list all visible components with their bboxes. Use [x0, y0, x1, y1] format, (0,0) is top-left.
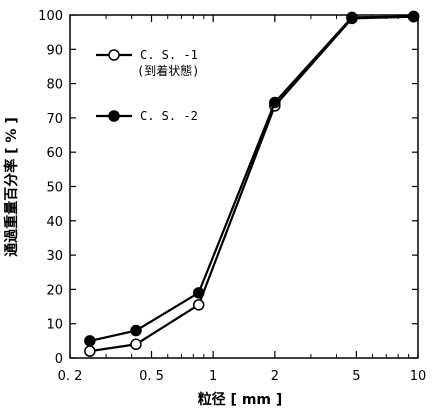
series-2-point [130, 324, 142, 337]
series-1-point [192, 299, 205, 311]
y-tick-label: 70 [46, 112, 63, 127]
legend-label-1b: (到着状態) [137, 63, 199, 78]
y-tick-label: 20 [46, 283, 63, 298]
series-2-point [84, 335, 96, 347]
x-tick-label: 10 [410, 369, 427, 384]
series-2-point [192, 287, 205, 299]
y-tick-label: 0 [55, 352, 63, 367]
y-tick-label: 30 [46, 249, 63, 264]
series-2-point [407, 10, 420, 23]
series-1-point [84, 345, 96, 357]
x-tick-label: 0. 5 [139, 369, 164, 384]
x-tick-label: 1 [209, 369, 217, 384]
y-axis-title: 通過重量百分率 [ % ] [3, 117, 20, 256]
legend-marker-1 [108, 49, 120, 61]
y-tick-label: 60 [46, 146, 63, 161]
series-line-2 [89, 15, 414, 342]
y-tick-label: 100 [38, 9, 63, 24]
x-tick-label: 5 [352, 369, 360, 384]
y-tick-label: 90 [46, 43, 63, 58]
legend-label-1a: C. S. -1 [140, 48, 198, 62]
y-tick-label: 80 [46, 78, 63, 93]
y-tick-label: 40 [46, 215, 63, 230]
x-axis-title: 粒径 [ mm ] [198, 391, 283, 408]
y-tick-label: 10 [46, 318, 63, 333]
series-1-point [130, 338, 142, 351]
x-tick-label: 2 [271, 369, 279, 384]
legend-marker-2 [108, 110, 120, 122]
legend-label-2: C. S. -2 [140, 109, 198, 123]
y-tick-label: 50 [46, 181, 63, 196]
series-2-point [269, 96, 281, 109]
x-tick-label: 0. 2 [58, 369, 83, 384]
series-2-point [346, 11, 358, 24]
